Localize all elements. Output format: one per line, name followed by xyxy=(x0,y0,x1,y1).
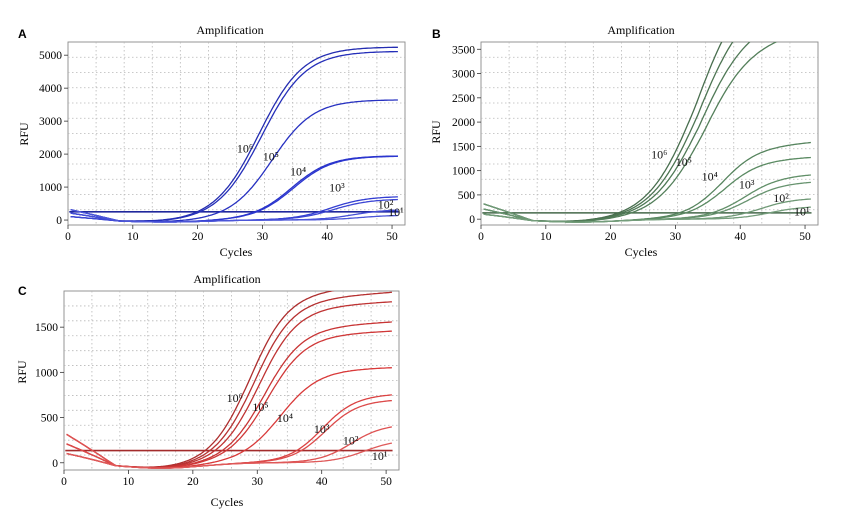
x-tick-label: 20 xyxy=(192,231,204,243)
curve-label: 10¹ xyxy=(372,449,388,463)
y-tick-label: 1000 xyxy=(452,166,475,178)
x-tick-label: 0 xyxy=(61,476,67,488)
x-axis-label: Cycles xyxy=(211,495,244,509)
x-tick-label: 40 xyxy=(316,476,328,488)
y-tick-label: 0 xyxy=(56,215,62,227)
panel-b: B Amplification RFU Cycles 0 10 20 30 40 5005… xyxy=(429,23,819,259)
y-tick-label: 2000 xyxy=(39,149,62,161)
y-tick-label: 3000 xyxy=(39,116,62,128)
x-tick-label: 10 xyxy=(127,231,139,243)
y-tick-label: 1500 xyxy=(35,322,58,334)
y-axis-label: RFU xyxy=(15,360,29,384)
y-tick-label: 0 xyxy=(52,458,58,470)
amplification-curve xyxy=(70,209,398,223)
x-axis-label: Cycles xyxy=(220,245,253,259)
x-tick-label: 50 xyxy=(386,231,398,243)
x-tick-label: 50 xyxy=(380,476,392,488)
curve-label: 10² xyxy=(343,434,359,448)
x-tick-label: 0 xyxy=(478,231,484,243)
x-tick-label: 20 xyxy=(605,231,617,243)
y-tick-label: 1500 xyxy=(452,141,475,153)
chart-title: Amplification xyxy=(193,272,260,286)
x-tick-label: 10 xyxy=(540,231,552,243)
x-tick-label: 0 xyxy=(65,231,71,243)
y-tick-label: 1000 xyxy=(39,182,62,194)
panel-a: A Amplification RFU Cycles 0 10 20 30 40 50 0 1… xyxy=(17,23,406,259)
curve-label: 10⁴ xyxy=(277,411,293,425)
chart-title: Amplification xyxy=(196,23,263,37)
y-tick-label: 500 xyxy=(458,190,476,202)
y-tick-label: 2500 xyxy=(452,93,475,105)
panel-letter: C xyxy=(18,284,27,298)
curve-label: 10⁴ xyxy=(702,169,718,183)
x-axis-label: Cycles xyxy=(625,245,658,259)
y-tick-label: 5000 xyxy=(39,50,62,62)
x-tick-label: 40 xyxy=(321,231,333,243)
curve-label: 10⁶ xyxy=(237,141,253,155)
curve-label: 10³ xyxy=(329,180,345,194)
amplification-curve xyxy=(483,206,811,223)
curve-label: 10⁵ xyxy=(263,150,279,164)
y-tick-label: 0 xyxy=(469,214,475,226)
curve-label: 10¹ xyxy=(388,205,404,219)
amplification-curve xyxy=(66,442,393,469)
panel-c: C Amplification RFU Cycles 0 10 20 30 40 5005… xyxy=(15,272,400,509)
curve-label: 10⁶ xyxy=(227,391,243,405)
x-tick-label: 10 xyxy=(123,476,135,488)
x-tick-label: 30 xyxy=(252,476,264,488)
y-axis-label: RFU xyxy=(17,122,31,146)
curve-label: 10¹ xyxy=(794,204,810,218)
y-axis-label: RFU xyxy=(429,120,443,144)
x-tick-label: 50 xyxy=(799,231,811,243)
y-tick-label: 4000 xyxy=(39,83,62,95)
amplification-curve xyxy=(70,50,398,222)
curve-label: 10⁶ xyxy=(651,147,667,161)
x-tick-label: 40 xyxy=(734,231,746,243)
panel-letter: A xyxy=(18,27,27,41)
series-group xyxy=(69,46,399,223)
series-group xyxy=(482,42,812,223)
y-tick-label: 2000 xyxy=(452,117,475,129)
curve-label: 10⁴ xyxy=(290,165,306,179)
curve-label: 10² xyxy=(773,191,789,205)
series-group xyxy=(65,291,393,469)
curve-label: 10² xyxy=(378,198,394,212)
curve-label: 10³ xyxy=(314,422,330,436)
curve-label: 10³ xyxy=(739,178,755,192)
x-tick-label: 30 xyxy=(670,231,682,243)
x-tick-label: 30 xyxy=(257,231,269,243)
panel-letter: B xyxy=(432,27,441,41)
curve-label: 10⁵ xyxy=(676,155,692,169)
curve-label: 10⁵ xyxy=(252,400,268,414)
x-tick-label: 20 xyxy=(187,476,199,488)
y-tick-label: 1000 xyxy=(35,367,58,379)
amplification-curve xyxy=(66,367,392,469)
chart-title: Amplification xyxy=(607,23,674,37)
y-tick-label: 3000 xyxy=(452,69,475,81)
y-tick-label: 3500 xyxy=(452,44,475,56)
y-tick-label: 500 xyxy=(41,413,59,425)
